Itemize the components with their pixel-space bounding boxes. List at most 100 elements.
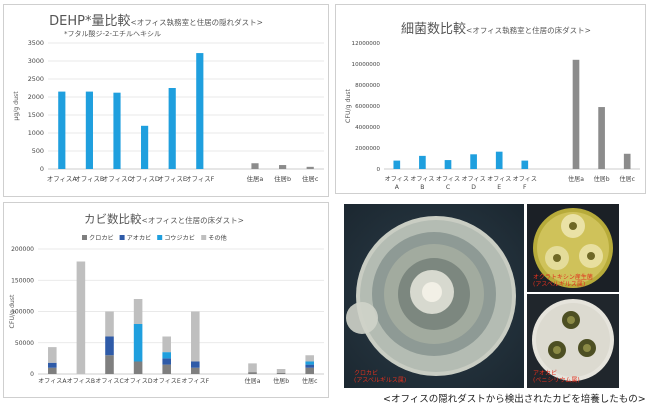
bar <box>419 155 426 169</box>
chart-title-note: <オフィスと住居の床ダスト> <box>142 215 244 225</box>
legend-swatch-コウジカビ <box>157 235 163 240</box>
y-tick-label: 3500 <box>28 39 44 47</box>
bar <box>196 53 204 169</box>
bar <box>168 88 176 169</box>
y-axis-label: CFU/g dust <box>9 294 16 328</box>
y-tick-label: 2000 <box>28 93 44 101</box>
chart-title-note: <オフィス執務室と住居の床ダスト> <box>466 25 591 35</box>
x-tick-label-line: オフィス <box>487 176 511 183</box>
main-plate-label-line1: クロカビ <box>354 370 379 377</box>
bar-segment-クロカビ <box>276 372 286 374</box>
main-plate-label-line2: (アスペルギルス属) <box>354 377 407 384</box>
chart-subtitle: *フタル酸ジ-2-エチルヘキシル <box>64 29 161 38</box>
bottom-plate-image <box>532 299 614 381</box>
bar-segment-その他 <box>105 311 114 337</box>
x-tick-label-line: オフィスF <box>181 378 209 385</box>
x-tick-label-line: オフィスE <box>157 175 186 183</box>
bar-segment-その他 <box>76 261 86 374</box>
y-tick-label: 4000000 <box>355 125 380 131</box>
main-plate-image <box>346 216 516 376</box>
x-tick-label: オフィスC <box>102 175 132 183</box>
x-tick-label-line: オフィス <box>410 176 434 183</box>
y-tick-label: 150000 <box>11 277 34 284</box>
main-plate-label: クロカビ (アスペルギルス属) <box>354 370 406 384</box>
x-tick-label-line: 住居b <box>274 174 291 183</box>
x-tick-label: 住居a <box>247 174 264 183</box>
x-tick-label: 住居b <box>594 175 610 183</box>
top-plate-label: オクラトキシン産生菌 (アスペルギルス属) <box>533 274 593 288</box>
x-tick-label-line: 住居b <box>594 175 610 183</box>
x-tick-label-line: 住居a <box>568 175 584 183</box>
legend-label: クロカビ <box>89 234 114 242</box>
bar <box>251 163 259 169</box>
y-axis-label: μg/g dust <box>13 91 20 121</box>
x-tick-label-line: B <box>420 184 424 191</box>
chart-title: 細菌数比較<オフィス執務室と住居の床ダスト> <box>401 22 591 37</box>
x-tick-label: オフィスF <box>181 378 209 385</box>
bar <box>85 91 93 169</box>
x-tick-label-line: オフィス <box>385 176 409 183</box>
y-tick-label: 1000 <box>28 129 44 137</box>
bar <box>393 160 401 169</box>
x-tick-label-line: 住居c <box>619 175 635 183</box>
x-tick-label-line: オフィス <box>436 176 460 183</box>
chart-title-main: 細菌数比較 <box>401 22 466 37</box>
x-tick-label-line: オフィスC <box>102 175 132 183</box>
x-tick-label: 住居b <box>274 174 291 183</box>
x-tick-label: オフィスD <box>124 378 153 385</box>
bar <box>521 160 529 169</box>
bar-segment-アオカビ <box>305 364 314 368</box>
x-tick-label: オフィスE <box>153 378 181 385</box>
x-tick-label: オフィスD <box>129 175 159 183</box>
legend-label: コウジカビ <box>164 234 195 242</box>
bottom-plate-label-line1: アオカビ <box>533 370 558 377</box>
bar-segment-アオカビ <box>191 361 200 368</box>
main-plate-photo: クロカビ (アスペルギルス属) <box>344 204 524 388</box>
y-tick-label: 0 <box>30 371 34 378</box>
y-tick-label: 10000000 <box>352 62 381 68</box>
y-tick-label: 200000 <box>11 246 34 253</box>
bar-segment-クロカビ <box>248 372 257 374</box>
bacteria-chart: 細菌数比較<オフィス執務室と住居の床ダスト> 0 2000000 4000000 600… <box>345 22 640 191</box>
bar-segment-アオカビ <box>48 362 57 368</box>
photo-caption: <オフィスの隠れダストから検出されたカビを培養したもの> <box>383 394 646 405</box>
x-tick-label: 住居c <box>302 174 319 183</box>
y-tick-label: 12000000 <box>352 41 381 47</box>
x-tick-label-line: オフィスF <box>185 175 214 183</box>
bar <box>470 154 477 169</box>
y-tick-label: 2500 <box>28 75 44 83</box>
dehp-chart-panel: DEHP*量比較<オフィス執務室と住居の隠れダスト> *フタル酸ジ-2-エチルヘキ… <box>3 4 329 197</box>
x-tick-label: オフィスB <box>67 378 95 385</box>
y-tick-label: 2000000 <box>355 146 380 152</box>
y-tick-label: 6000000 <box>355 104 380 110</box>
y-tick-label: 3000 <box>28 57 44 65</box>
chart-title: カビ数比較<オフィスと住居の床ダスト> <box>84 212 244 226</box>
bar <box>598 107 605 169</box>
x-tick-label: オフィスB <box>74 175 104 183</box>
dehp-chart: DEHP*量比較<オフィス執務室と住居の隠れダスト>*フタル酸ジ-2-エチルヘキ… <box>13 14 324 183</box>
bar-segment-クロカビ <box>162 364 171 374</box>
bar-segment-コウジカビ <box>133 324 143 362</box>
x-tick-label-line: 住居b <box>273 377 289 385</box>
y-tick-label: 1500 <box>28 111 44 119</box>
x-tick-label-line: C <box>446 184 450 191</box>
x-tick-label-line: D <box>471 184 476 191</box>
bar <box>623 153 631 169</box>
bar <box>444 160 452 169</box>
x-tick-label-line: 住居c <box>302 377 318 385</box>
mold-chart-panel: カビ数比較<オフィスと住居の床ダスト> 0 50000 100000 150000 200… <box>3 202 329 398</box>
y-tick-label: 100000 <box>11 309 34 316</box>
mold-chart: カビ数比較<オフィスと住居の床ダスト> 0 50000 100000 150000 200… <box>9 212 324 385</box>
bar-segment-その他 <box>305 355 314 362</box>
chart-title-main: DEHP*量比較 <box>49 14 130 29</box>
bottom-plate-photo: アオカビ (ペニシリウム属) <box>527 294 619 388</box>
y-tick-label: 8000000 <box>355 83 380 89</box>
bar <box>495 151 503 169</box>
bar-segment-コウジカビ <box>162 352 171 359</box>
x-tick-label: オフィスA <box>47 175 77 183</box>
x-tick-label-line: 住居a <box>245 377 261 385</box>
legend-swatch-アオカビ <box>119 235 125 240</box>
